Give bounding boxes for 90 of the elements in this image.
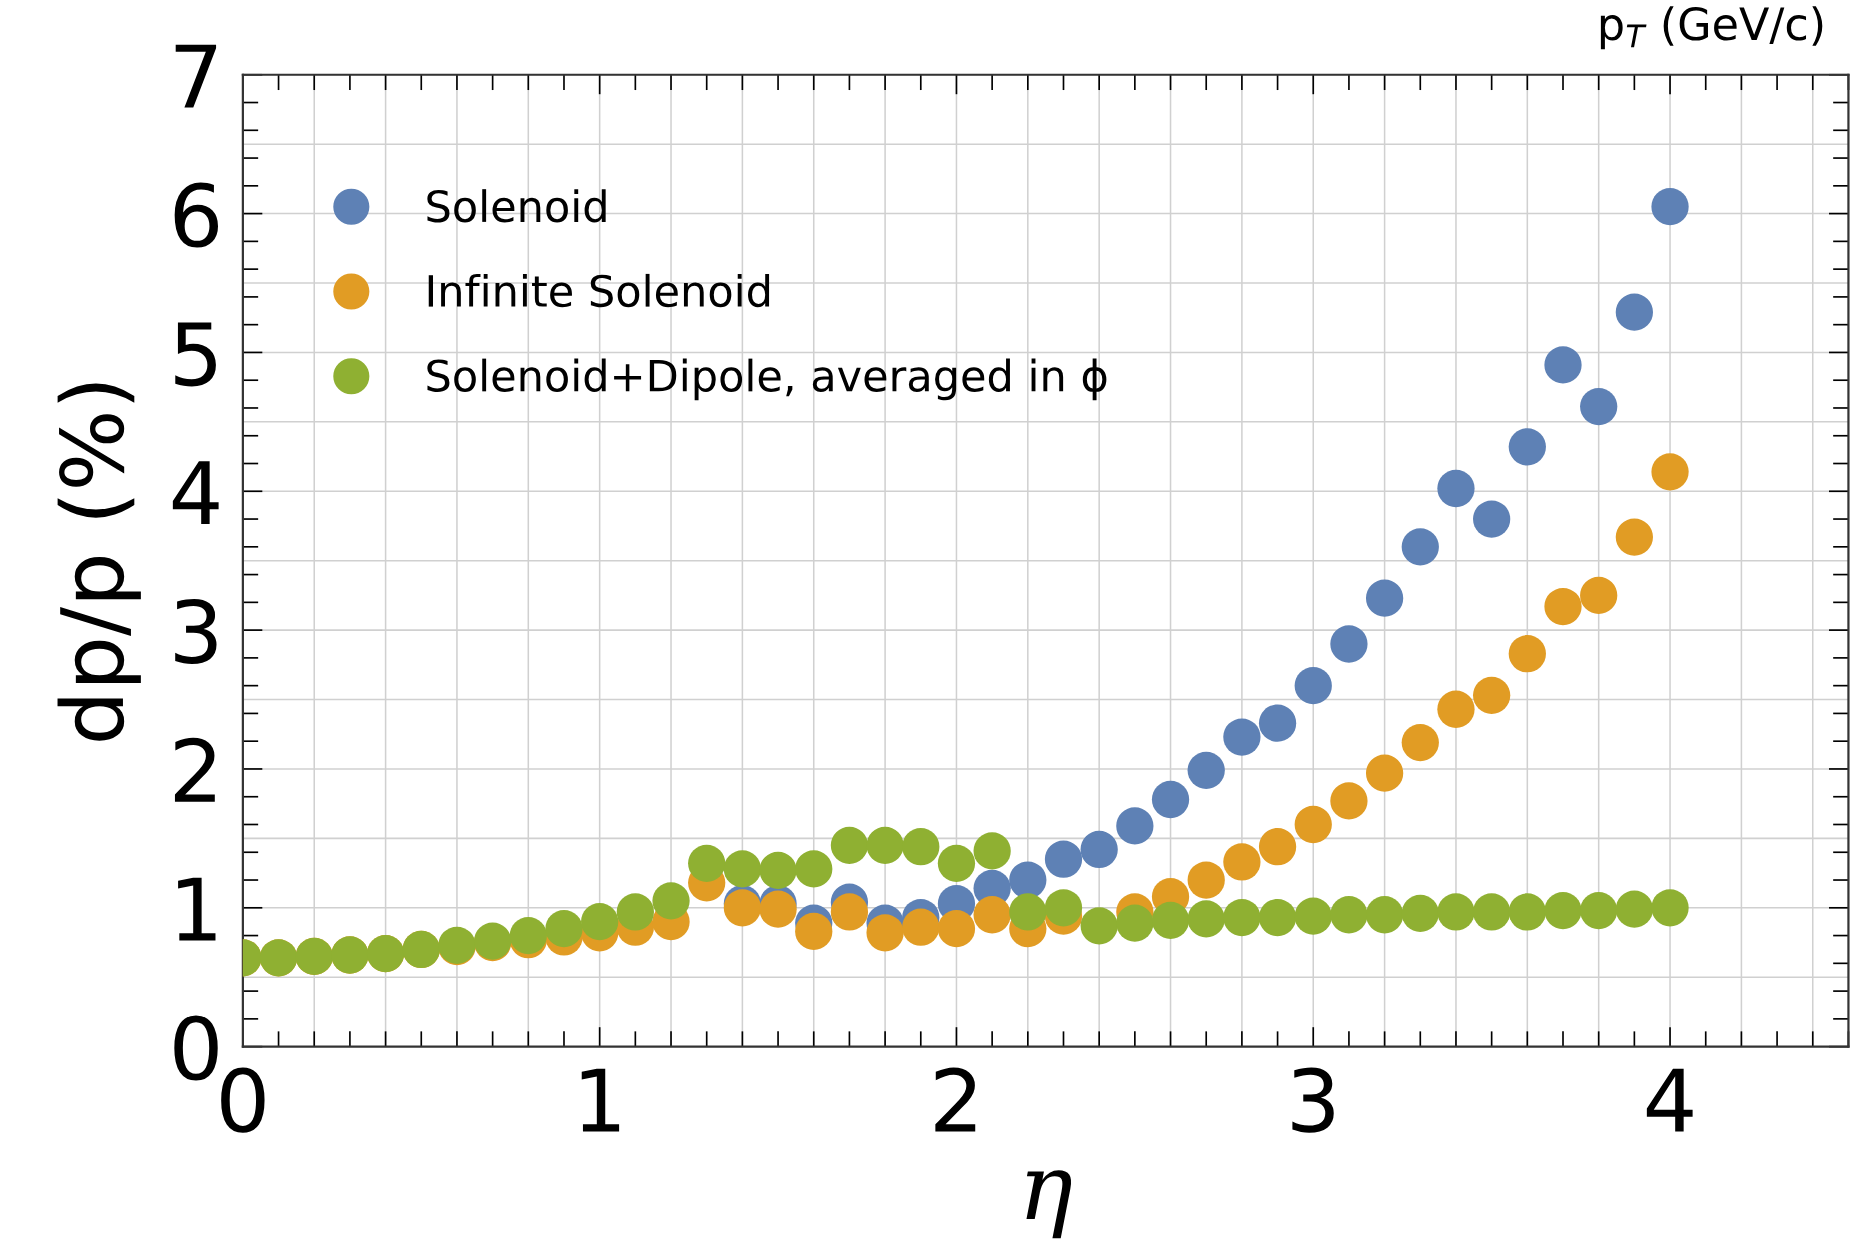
point	[1044, 889, 1083, 927]
point	[1437, 469, 1475, 508]
point	[1365, 579, 1404, 617]
point	[1580, 576, 1618, 615]
point	[1651, 188, 1689, 226]
point	[723, 850, 762, 888]
point	[1044, 840, 1083, 878]
point	[973, 832, 1011, 870]
point	[1437, 690, 1475, 728]
point	[1473, 893, 1511, 931]
y-tick-label: 6	[174, 182, 219, 248]
point	[1009, 893, 1047, 931]
y-axis-title: dp/p (%)	[57, 383, 141, 741]
point	[1615, 518, 1653, 556]
x-tick-label: 3	[1292, 1067, 1334, 1133]
point	[616, 893, 654, 931]
point	[1187, 751, 1225, 789]
point	[1615, 890, 1653, 928]
x-tick-label: 2	[935, 1067, 976, 1132]
y-tick-label: 3	[175, 598, 217, 665]
x-tick-label: 4	[1646, 1068, 1693, 1132]
y-tick-label: 0	[174, 1015, 218, 1081]
point	[1009, 861, 1047, 899]
point	[1473, 500, 1511, 538]
point	[1258, 898, 1297, 937]
point	[1294, 667, 1332, 705]
point	[1508, 428, 1546, 466]
point	[1187, 900, 1225, 938]
point	[1580, 891, 1618, 930]
point	[1651, 453, 1689, 491]
point	[1080, 830, 1118, 869]
point	[545, 909, 583, 948]
point	[937, 844, 976, 882]
point	[795, 912, 833, 951]
point	[1544, 346, 1582, 384]
point	[1258, 704, 1297, 742]
point	[1365, 754, 1404, 792]
point	[1223, 898, 1261, 937]
point	[1580, 387, 1618, 426]
point	[937, 909, 976, 948]
point	[1473, 676, 1511, 715]
legend-label: Solenoid+Dipole, averaged in ϕ	[427, 358, 1107, 401]
point	[1508, 893, 1546, 931]
point	[973, 896, 1011, 934]
point	[1544, 891, 1582, 930]
point	[902, 828, 940, 866]
point	[1258, 828, 1297, 866]
point	[1080, 907, 1118, 945]
point	[759, 851, 797, 889]
x-tick-label: 1	[581, 1068, 620, 1132]
point	[1151, 901, 1190, 939]
y-tick-label: 5	[175, 322, 216, 387]
point	[688, 844, 726, 882]
x-tick-label: 0	[221, 1067, 265, 1133]
point	[1401, 723, 1439, 762]
text: p$_{T}$ (GeV/c)	[1600, 6, 1823, 50]
point	[1508, 635, 1546, 673]
point	[1223, 843, 1261, 881]
y-tick-label: 1	[178, 877, 216, 941]
point	[652, 882, 690, 920]
point	[1330, 896, 1368, 934]
x-axis-title: η	[1026, 1170, 1072, 1239]
point	[902, 908, 940, 946]
point	[1615, 293, 1653, 331]
point	[1651, 889, 1689, 927]
legend-label: Solenoid	[427, 189, 606, 223]
point	[1116, 904, 1154, 942]
point	[1401, 894, 1439, 932]
point	[830, 893, 869, 931]
point	[1365, 896, 1404, 934]
point	[795, 850, 833, 888]
point	[866, 914, 904, 952]
point	[1330, 782, 1368, 820]
point	[1401, 528, 1439, 566]
point	[830, 826, 869, 864]
point	[1544, 587, 1582, 626]
point	[1116, 807, 1154, 845]
point	[1223, 718, 1261, 756]
point	[866, 826, 904, 864]
point	[581, 903, 619, 941]
point	[1294, 897, 1332, 935]
legend-label: Infinite Solenoid	[428, 273, 770, 308]
y-tick-label: 4	[172, 461, 219, 524]
point	[1330, 625, 1368, 663]
point	[1151, 780, 1190, 819]
point	[1187, 861, 1225, 899]
point	[1294, 805, 1332, 844]
y-tick-label: 7	[175, 44, 217, 108]
point	[1437, 893, 1475, 931]
y-tick-label: 2	[174, 737, 215, 802]
